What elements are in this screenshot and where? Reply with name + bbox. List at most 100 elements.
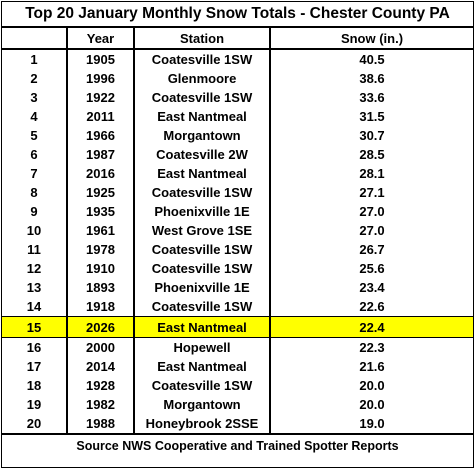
header-snow: Snow (in.) [269, 28, 473, 50]
cell-snow: 33.6 [269, 88, 473, 107]
cell-snow: 28.5 [269, 145, 473, 164]
snow-totals-table: Year Station Snow (in.) 1 1905 Coatesville… [2, 28, 473, 433]
cell-snow: 23.4 [269, 278, 473, 297]
table-row: 1 1905 Coatesville 1SW 40.5 [2, 49, 473, 69]
cell-rank: 19 [26, 397, 42, 412]
cell-snow: 40.5 [269, 49, 473, 69]
cell-snow: 21.6 [269, 357, 473, 376]
header-rank [2, 28, 67, 50]
cell-station: Coatesville 1SW [133, 88, 270, 107]
table-row: 4 2011 East Nantmeal 31.5 [2, 107, 473, 126]
cell-snow: 28.1 [269, 164, 473, 183]
cell-station: Honeybrook 2SSE [133, 414, 270, 433]
header-year: Year [66, 28, 134, 50]
cell-rank: 10 [26, 223, 42, 238]
cell-year: 1988 [66, 414, 134, 433]
table-row: 9 1935 Phoenixville 1E 27.0 [2, 202, 473, 221]
cell-year: 2026 [66, 316, 134, 338]
cell-station: Phoenixville 1E [133, 278, 270, 297]
cell-snow: 22.4 [269, 316, 473, 338]
table-row: 5 1966 Morgantown 30.7 [2, 126, 473, 145]
cell-snow: 19.0 [269, 414, 473, 433]
cell-station: Morgantown [133, 395, 270, 414]
cell-rank: 6 [30, 147, 38, 162]
cell-station: East Nantmeal [133, 164, 270, 183]
cell-rank: 9 [30, 204, 38, 219]
cell-rank: 13 [26, 280, 42, 295]
table-row: 7 2016 East Nantmeal 28.1 [2, 164, 473, 183]
cell-station: Coatesville 1SW [133, 49, 270, 69]
cell-rank: 15 [2, 316, 67, 338]
cell-snow: 27.0 [269, 221, 473, 240]
cell-rank: 2 [30, 71, 38, 86]
cell-year: 1935 [66, 202, 134, 221]
table-row: 11 1978 Coatesville 1SW 26.7 [2, 240, 473, 259]
table-row: 15 2026 East Nantmeal 22.4 [2, 316, 473, 338]
cell-rank: 3 [30, 90, 38, 105]
cell-rank: 16 [26, 340, 42, 355]
table-row: 6 1987 Coatesville 2W 28.5 [2, 145, 473, 164]
cell-rank: 8 [30, 185, 38, 200]
header-station: Station [133, 28, 270, 50]
cell-snow: 20.0 [269, 395, 473, 414]
cell-year: 2011 [66, 107, 134, 126]
table-row: 8 1925 Coatesville 1SW 27.1 [2, 183, 473, 202]
cell-station: East Nantmeal [133, 357, 270, 376]
table-row: 2 1996 Glenmoore 38.6 [2, 69, 473, 88]
table-row: 3 1922 Coatesville 1SW 33.6 [2, 88, 473, 107]
cell-station: West Grove 1SE [133, 221, 270, 240]
cell-snow: 27.1 [269, 183, 473, 202]
cell-rank: 14 [26, 299, 42, 314]
cell-snow: 22.6 [269, 297, 473, 317]
cell-station: Morgantown [133, 126, 270, 145]
cell-station: Hopewell [133, 337, 270, 357]
cell-rank: 18 [26, 378, 42, 393]
table-row: 12 1910 Coatesville 1SW 25.6 [2, 259, 473, 278]
cell-rank: 11 [27, 242, 41, 257]
cell-snow: 27.0 [269, 202, 473, 221]
cell-station: Coatesville 1SW [133, 297, 270, 317]
cell-station: East Nantmeal [133, 107, 270, 126]
table-row: 13 1893 Phoenixville 1E 23.4 [2, 278, 473, 297]
cell-station: Coatesville 1SW [133, 183, 270, 202]
table-row: 20 1988 Honeybrook 2SSE 19.0 [2, 414, 473, 433]
cell-rank: 7 [30, 166, 38, 181]
cell-station: East Nantmeal [133, 316, 270, 338]
table-row: 16 2000 Hopewell 22.3 [2, 337, 473, 357]
cell-snow: 38.6 [269, 69, 473, 88]
cell-year: 1893 [66, 278, 134, 297]
cell-rank: 5 [30, 128, 38, 143]
table-row: 18 1928 Coatesville 1SW 20.0 [2, 376, 473, 395]
cell-year: 1928 [66, 376, 134, 395]
cell-year: 1987 [66, 145, 134, 164]
cell-station: Coatesville 1SW [133, 240, 270, 259]
cell-station: Glenmoore [133, 69, 270, 88]
header-row: Year Station Snow (in.) [2, 28, 473, 50]
cell-snow: 31.5 [269, 107, 473, 126]
cell-snow: 25.6 [269, 259, 473, 278]
cell-rank: 4 [30, 109, 38, 124]
cell-year: 1966 [66, 126, 134, 145]
cell-year: 1918 [66, 297, 134, 317]
cell-rank: 1 [30, 52, 38, 67]
cell-snow: 26.7 [269, 240, 473, 259]
cell-year: 1925 [66, 183, 134, 202]
cell-station: Coatesville 2W [133, 145, 270, 164]
cell-year: 2016 [66, 164, 134, 183]
cell-year: 1922 [66, 88, 134, 107]
cell-year: 1996 [66, 69, 134, 88]
cell-rank: 12 [26, 261, 42, 276]
cell-snow: 22.3 [269, 337, 473, 357]
cell-rank: 20 [26, 416, 42, 431]
table-title: Top 20 January Monthly Snow Totals - Che… [2, 2, 473, 28]
cell-snow: 30.7 [269, 126, 473, 145]
table-row: 19 1982 Morgantown 20.0 [2, 395, 473, 414]
table-row: 14 1918 Coatesville 1SW 22.6 [2, 297, 473, 317]
table-row: 10 1961 West Grove 1SE 27.0 [2, 221, 473, 240]
cell-station: Coatesville 1SW [133, 259, 270, 278]
source-note: Source NWS Cooperative and Trained Spott… [2, 433, 473, 457]
table-row: 17 2014 East Nantmeal 21.6 [2, 357, 473, 376]
cell-rank: 17 [26, 359, 42, 374]
cell-station: Coatesville 1SW [133, 376, 270, 395]
